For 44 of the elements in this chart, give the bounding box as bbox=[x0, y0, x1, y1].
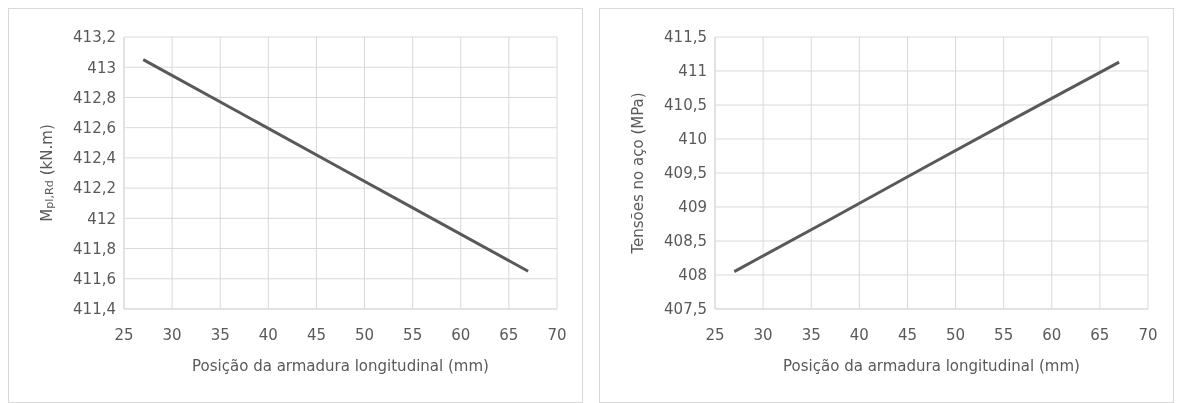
x-tick-label: 25 bbox=[705, 325, 725, 344]
y-tick-label: 407,5 bbox=[664, 300, 707, 319]
x-axis-title: Posição da armadura longitudinal (mm) bbox=[192, 357, 489, 375]
x-tick-label: 40 bbox=[849, 325, 869, 344]
x-tick-label: 30 bbox=[162, 325, 182, 344]
y-tick-label: 413 bbox=[87, 58, 116, 77]
x-tick-label: 55 bbox=[994, 325, 1014, 344]
x-tick-label: 60 bbox=[1042, 325, 1062, 344]
x-tick-label: 70 bbox=[1138, 325, 1158, 344]
y-tick-label: 410 bbox=[678, 130, 707, 149]
x-tick-label: 65 bbox=[1090, 325, 1110, 344]
y-tick-label: 412,2 bbox=[73, 179, 116, 198]
x-tick-label: 60 bbox=[451, 325, 471, 344]
y-tick-label: 412,4 bbox=[73, 149, 116, 168]
line-series bbox=[141, 58, 530, 273]
y-tick-label: 409 bbox=[678, 198, 707, 217]
y-tick-label: 411 bbox=[678, 62, 707, 81]
y-tick-label: 408 bbox=[678, 266, 707, 285]
x-tick-label: 30 bbox=[753, 325, 773, 344]
x-tick-label: 45 bbox=[897, 325, 917, 344]
y-tick-label: 408,5 bbox=[664, 232, 707, 251]
x-tick-label: 35 bbox=[801, 325, 821, 344]
x-tick-label: 25 bbox=[114, 325, 134, 344]
y-tick-label: 410,5 bbox=[664, 96, 707, 115]
y-tick-label: 412,6 bbox=[73, 118, 116, 137]
x-axis-title: Posição da armadura longitudinal (mm) bbox=[783, 357, 1080, 375]
x-tick-label: 35 bbox=[210, 325, 230, 344]
x-tick-label: 45 bbox=[306, 325, 326, 344]
y-tick-label: 412 bbox=[87, 209, 116, 228]
x-tick-label: 65 bbox=[499, 325, 519, 344]
y-tick-label: 412,8 bbox=[73, 88, 116, 107]
y-tick-label: 409,5 bbox=[664, 164, 707, 183]
y-tick-label: 411,6 bbox=[73, 270, 116, 289]
x-tick-label: 50 bbox=[946, 325, 966, 344]
x-tick-label: 70 bbox=[547, 325, 567, 344]
y-tick-label: 411,4 bbox=[73, 300, 116, 319]
y-tick-label: 413,2 bbox=[73, 28, 116, 47]
y-tick-label: 411,5 bbox=[664, 28, 707, 47]
y-axis-title: Tensões no aço (MPa) bbox=[629, 92, 647, 255]
x-tick-label: 50 bbox=[355, 325, 375, 344]
x-tick-label: 40 bbox=[258, 325, 278, 344]
x-tick-label: 55 bbox=[403, 325, 423, 344]
line-series bbox=[732, 60, 1121, 274]
y-tick-label: 411,8 bbox=[73, 239, 116, 258]
